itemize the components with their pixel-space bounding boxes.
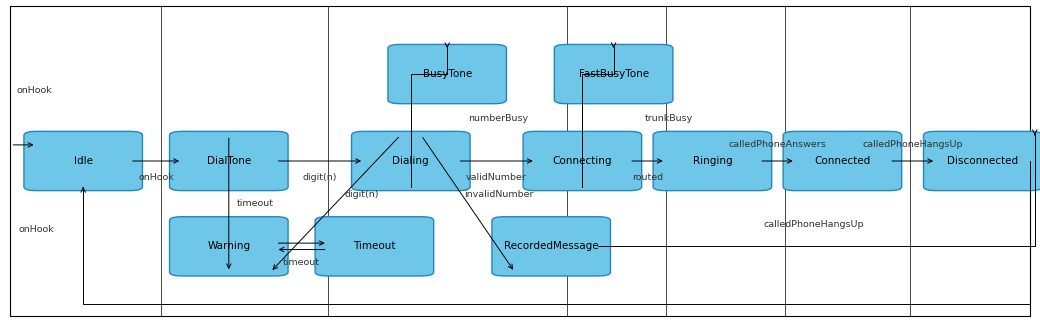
FancyBboxPatch shape bbox=[653, 131, 772, 191]
Text: timeout: timeout bbox=[283, 258, 320, 267]
Text: validNumber: validNumber bbox=[466, 173, 527, 182]
Text: Connecting: Connecting bbox=[552, 156, 613, 166]
Text: calledPhoneHangsUp: calledPhoneHangsUp bbox=[862, 140, 963, 149]
FancyBboxPatch shape bbox=[24, 131, 142, 191]
Text: onHook: onHook bbox=[19, 225, 54, 234]
Text: Timeout: Timeout bbox=[354, 241, 395, 251]
Text: RecordedMessage: RecordedMessage bbox=[504, 241, 598, 251]
Text: trunkBusy: trunkBusy bbox=[645, 114, 693, 123]
Text: numberBusy: numberBusy bbox=[468, 114, 528, 123]
Text: Idle: Idle bbox=[74, 156, 93, 166]
Text: Warning: Warning bbox=[207, 241, 251, 251]
Text: Dialing: Dialing bbox=[392, 156, 430, 166]
FancyBboxPatch shape bbox=[315, 217, 434, 276]
Text: calledPhoneAnswers: calledPhoneAnswers bbox=[729, 140, 826, 149]
FancyBboxPatch shape bbox=[783, 131, 902, 191]
FancyBboxPatch shape bbox=[388, 44, 506, 104]
FancyBboxPatch shape bbox=[523, 131, 642, 191]
Text: onHook: onHook bbox=[17, 86, 52, 95]
Text: invalidNumber: invalidNumber bbox=[465, 190, 534, 198]
Text: routed: routed bbox=[632, 173, 662, 182]
Text: digit(n): digit(n) bbox=[303, 173, 337, 182]
Text: Connected: Connected bbox=[814, 156, 870, 166]
Text: Ringing: Ringing bbox=[693, 156, 732, 166]
FancyBboxPatch shape bbox=[492, 217, 610, 276]
FancyBboxPatch shape bbox=[554, 44, 673, 104]
Text: Disconnected: Disconnected bbox=[947, 156, 1018, 166]
FancyBboxPatch shape bbox=[170, 217, 288, 276]
Text: digit(n): digit(n) bbox=[344, 190, 379, 198]
Text: FastBusyTone: FastBusyTone bbox=[578, 69, 649, 79]
Text: calledPhoneHangsUp: calledPhoneHangsUp bbox=[763, 220, 864, 229]
FancyBboxPatch shape bbox=[170, 131, 288, 191]
FancyBboxPatch shape bbox=[352, 131, 470, 191]
Text: timeout: timeout bbox=[236, 199, 274, 208]
Text: onHook: onHook bbox=[138, 173, 174, 182]
Text: DialTone: DialTone bbox=[207, 156, 251, 166]
FancyBboxPatch shape bbox=[924, 131, 1040, 191]
Text: BusyTone: BusyTone bbox=[422, 69, 472, 79]
